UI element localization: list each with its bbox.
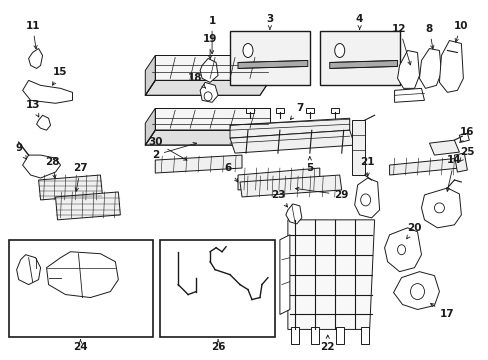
- Text: 20: 20: [406, 223, 421, 239]
- Polygon shape: [421, 188, 461, 228]
- Bar: [160, 240, 274, 337]
- Text: 5: 5: [305, 157, 313, 173]
- Ellipse shape: [203, 92, 212, 101]
- Polygon shape: [310, 328, 318, 345]
- Polygon shape: [285, 204, 301, 224]
- Polygon shape: [37, 115, 50, 130]
- Polygon shape: [335, 328, 343, 345]
- Polygon shape: [145, 80, 269, 95]
- Text: 18: 18: [187, 73, 205, 88]
- Text: 19: 19: [203, 33, 217, 59]
- Polygon shape: [145, 130, 269, 145]
- Text: 21: 21: [360, 157, 374, 176]
- Polygon shape: [56, 192, 120, 220]
- Polygon shape: [238, 60, 307, 68]
- Text: 8: 8: [425, 24, 433, 49]
- Polygon shape: [275, 108, 284, 113]
- Text: 14: 14: [446, 155, 461, 191]
- Text: 1: 1: [208, 15, 215, 54]
- Polygon shape: [419, 49, 441, 88]
- Text: 30: 30: [148, 137, 186, 160]
- Text: 4: 4: [355, 14, 363, 29]
- Ellipse shape: [243, 44, 252, 58]
- Polygon shape: [290, 328, 298, 345]
- Polygon shape: [200, 58, 218, 82]
- Polygon shape: [329, 60, 397, 68]
- Polygon shape: [305, 108, 313, 113]
- Text: 7: 7: [290, 103, 303, 120]
- Polygon shape: [397, 50, 419, 88]
- Polygon shape: [389, 158, 458, 175]
- Polygon shape: [279, 235, 289, 315]
- Ellipse shape: [334, 44, 344, 58]
- Bar: [229, 31, 309, 85]
- Ellipse shape: [410, 284, 424, 300]
- Polygon shape: [145, 108, 155, 145]
- Text: 2: 2: [151, 143, 196, 160]
- Text: 27: 27: [73, 163, 88, 191]
- Ellipse shape: [397, 245, 405, 255]
- Polygon shape: [145, 55, 155, 95]
- Text: 24: 24: [73, 339, 88, 352]
- Polygon shape: [453, 153, 467, 172]
- Text: 23: 23: [270, 190, 287, 207]
- Polygon shape: [354, 178, 379, 218]
- Polygon shape: [155, 155, 242, 173]
- Polygon shape: [22, 155, 61, 178]
- Ellipse shape: [433, 203, 444, 213]
- Polygon shape: [458, 133, 468, 142]
- Polygon shape: [330, 108, 338, 113]
- Text: 6: 6: [224, 163, 237, 182]
- Polygon shape: [351, 120, 364, 175]
- Polygon shape: [29, 49, 42, 68]
- Text: 9: 9: [15, 143, 26, 159]
- Text: 28: 28: [45, 157, 60, 178]
- Ellipse shape: [360, 194, 370, 206]
- Polygon shape: [245, 108, 253, 113]
- Polygon shape: [17, 255, 41, 285]
- Polygon shape: [240, 175, 341, 197]
- Polygon shape: [229, 118, 349, 138]
- Polygon shape: [229, 130, 354, 153]
- Text: 16: 16: [459, 127, 474, 143]
- Text: 17: 17: [430, 303, 454, 319]
- Polygon shape: [384, 228, 421, 272]
- Text: 10: 10: [453, 21, 468, 42]
- Polygon shape: [428, 140, 458, 155]
- Text: 26: 26: [210, 339, 225, 352]
- Polygon shape: [393, 272, 439, 310]
- Polygon shape: [155, 55, 269, 80]
- Polygon shape: [439, 41, 463, 92]
- Text: 12: 12: [391, 24, 410, 65]
- Polygon shape: [155, 108, 269, 130]
- Polygon shape: [200, 82, 218, 102]
- Bar: [9, 240, 153, 337]
- Polygon shape: [360, 328, 368, 345]
- Polygon shape: [39, 175, 102, 200]
- Text: 13: 13: [25, 100, 40, 117]
- Text: 25: 25: [458, 147, 474, 162]
- Polygon shape: [394, 88, 424, 102]
- Text: 11: 11: [25, 21, 40, 49]
- Text: 29: 29: [295, 187, 348, 200]
- Text: 15: 15: [52, 67, 68, 85]
- Text: 3: 3: [266, 14, 273, 29]
- Polygon shape: [22, 80, 72, 103]
- Bar: [319, 31, 399, 85]
- Text: 22: 22: [320, 335, 334, 352]
- Polygon shape: [238, 168, 319, 190]
- Polygon shape: [46, 252, 118, 298]
- Polygon shape: [287, 220, 374, 329]
